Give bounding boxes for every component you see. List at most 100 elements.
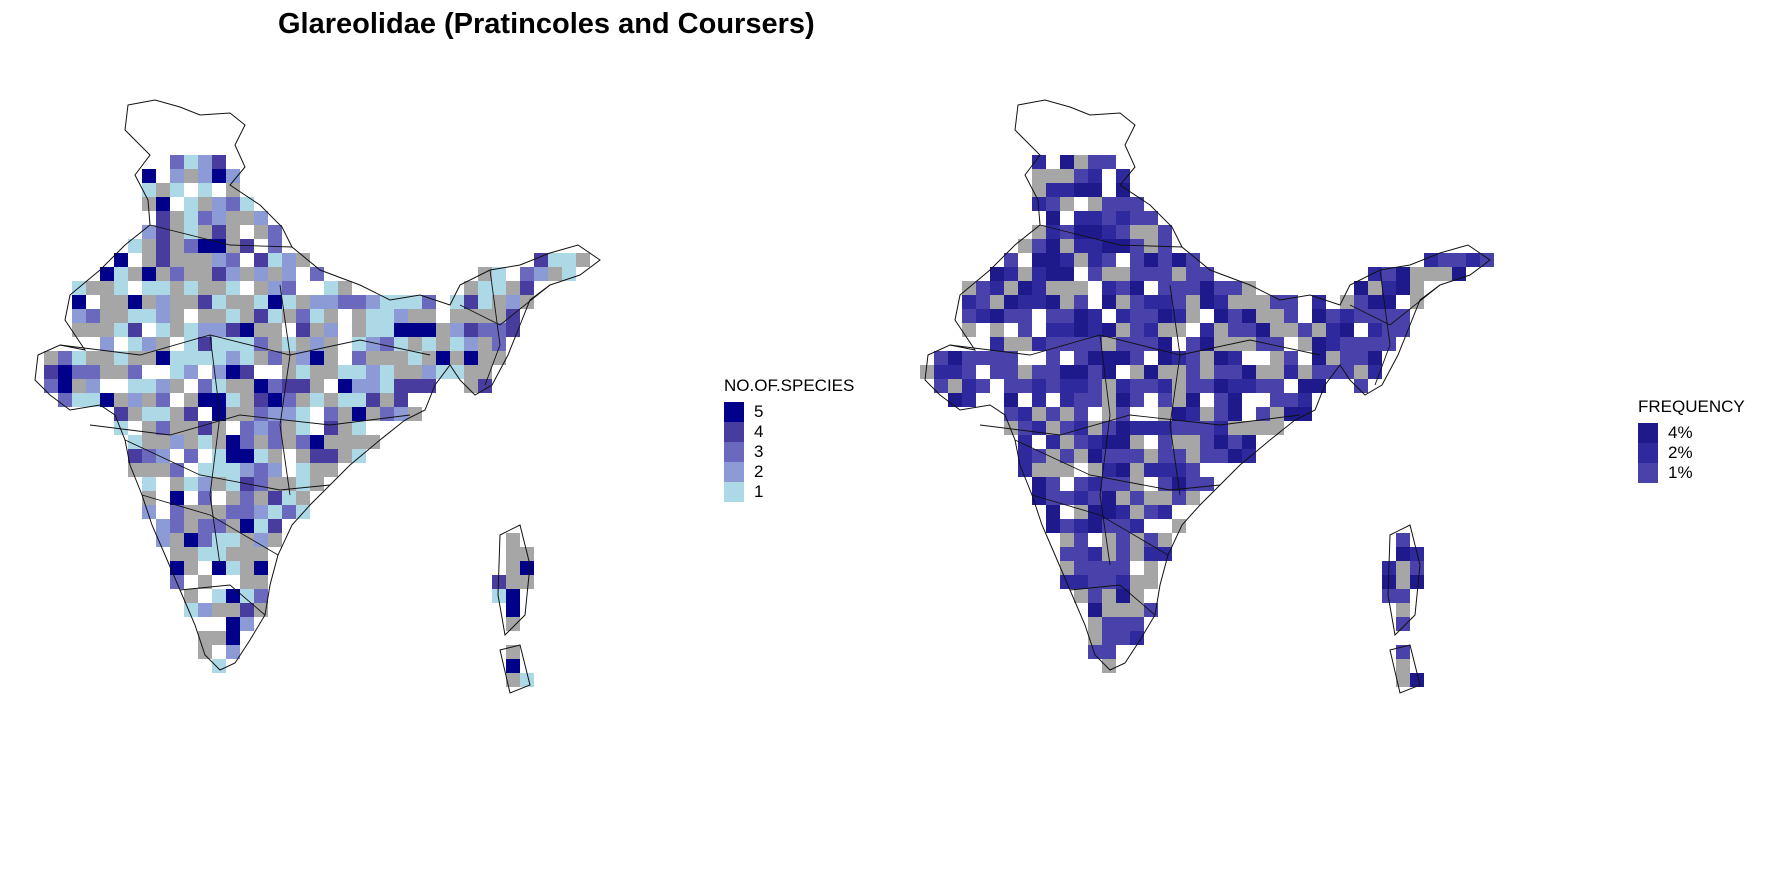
grid-cell [1382,589,1396,603]
grid-cell [1270,421,1284,435]
grid-cell [506,659,520,673]
grid-cell [240,323,254,337]
grid-cell [226,281,240,295]
grid-cell [240,449,254,463]
grid-cell [464,337,478,351]
grid-cell [1270,309,1284,323]
grid-cell [142,407,156,421]
grid-cell [1088,449,1102,463]
grid-cell [226,379,240,393]
grid-cell [226,617,240,631]
grid-cell [450,295,464,309]
grid-cell [1060,435,1074,449]
grid-cell [296,323,310,337]
grid-cell [450,337,464,351]
grid-cell [170,323,184,337]
grid-cell [268,435,282,449]
grid-cell [1102,211,1116,225]
grid-cell [1060,239,1074,253]
grid-cell [142,267,156,281]
grid-cell [72,365,86,379]
grid-cell [1060,407,1074,421]
legend-item: 1 [724,482,854,502]
grid-cell [1060,547,1074,561]
grid-cell [1102,281,1116,295]
grid-cell [310,449,324,463]
grid-cell [310,351,324,365]
grid-cell [1228,393,1242,407]
grid-cell [1270,365,1284,379]
grid-cell [1144,323,1158,337]
grid-cell [1354,337,1368,351]
grid-cell [240,295,254,309]
grid-cell [198,645,212,659]
grid-cell [1214,309,1228,323]
grid-cell [282,337,296,351]
grid-cell [1116,295,1130,309]
grid-cell [1018,337,1032,351]
grid-cell [352,435,366,449]
grid-cell [282,477,296,491]
grid-cell [1284,407,1298,421]
grid-cell [1102,379,1116,393]
grid-cell [380,393,394,407]
grid-cell [1368,295,1382,309]
grid-cell [1396,645,1410,659]
grid-cell [1074,575,1088,589]
grid-cell [128,337,142,351]
grid-cell [380,337,394,351]
grid-cell [184,365,198,379]
grid-cell [1144,603,1158,617]
grid-cell [1130,365,1144,379]
grid-cell [1060,533,1074,547]
grid-cell [254,295,268,309]
grid-cell [1284,365,1298,379]
grid-cell [1158,463,1172,477]
grid-cell [240,365,254,379]
grid-cell [184,267,198,281]
grid-cell [282,421,296,435]
grid-cell [324,463,338,477]
grid-cell [1158,533,1172,547]
grid-cell [1396,603,1410,617]
grid-cell [1228,421,1242,435]
grid-cell [1116,491,1130,505]
grid-cell [142,253,156,267]
grid-cell [1074,561,1088,575]
grid-cell [1312,337,1326,351]
grid-cell [226,463,240,477]
grid-cell [1452,253,1466,267]
grid-cell [380,309,394,323]
grid-cell [1298,337,1312,351]
grid-cell [1088,323,1102,337]
grid-cell [1088,211,1102,225]
grid-cell [1046,239,1060,253]
grid-cell [310,477,324,491]
legend-item: 1% [1638,463,1745,483]
grid-cell [114,309,128,323]
grid-cell [296,449,310,463]
grid-cell [240,547,254,561]
grid-cell [520,281,534,295]
grid-cell [1032,155,1046,169]
grid-cell [1396,561,1410,575]
grid-cell [170,477,184,491]
grid-cell [156,379,170,393]
grid-cell [226,295,240,309]
grid-cell [142,309,156,323]
grid-cell [506,617,520,631]
state-boundary [1169,284,1181,496]
grid-cell [226,183,240,197]
grid-cell [128,463,142,477]
grid-cell [1116,281,1130,295]
grid-cell [1032,281,1046,295]
grid-cell [1088,393,1102,407]
grid-cell [1088,631,1102,645]
grid-cell [1102,617,1116,631]
grid-cell [1018,449,1032,463]
grid-cell [226,323,240,337]
grid-cell [1396,659,1410,673]
grid-cell [1144,505,1158,519]
grid-cell [492,351,506,365]
grid-cell [254,351,268,365]
